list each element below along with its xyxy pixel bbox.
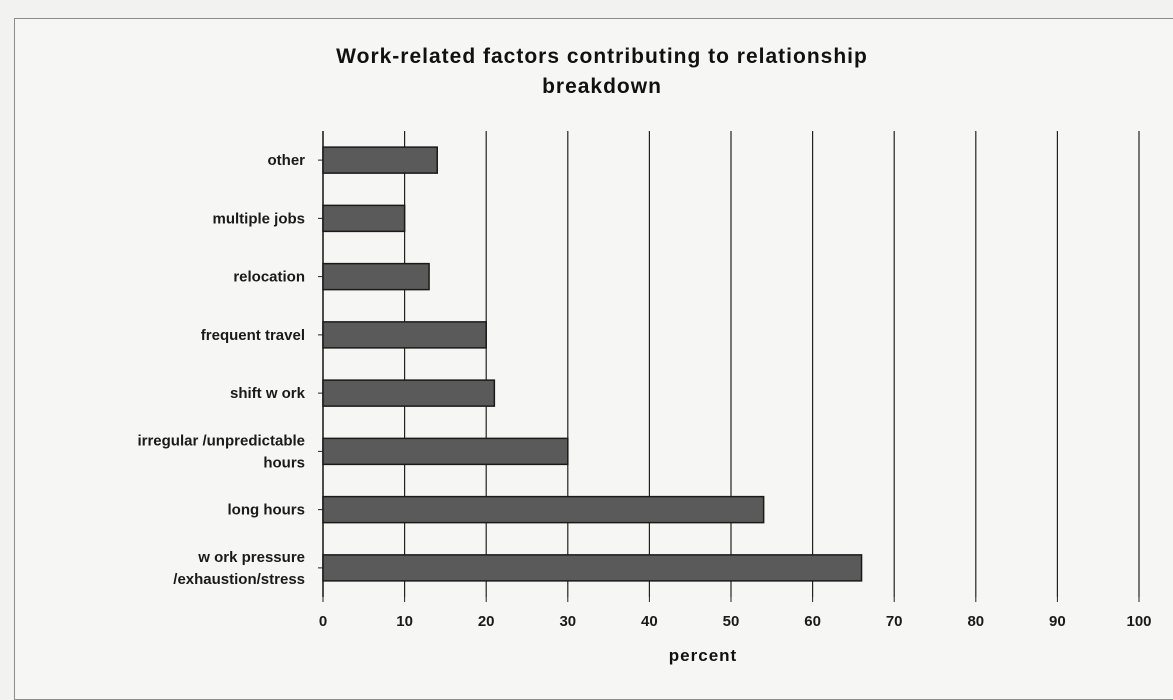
chart-title-line: Work-related factors contributing to rel… — [336, 45, 868, 68]
bar — [322, 204, 406, 233]
bar — [322, 321, 487, 349]
chart-title: Work-related factors contributing to rel… — [336, 45, 868, 98]
category-label: relocation — [233, 269, 305, 286]
category-labels: other multiple jobs relocation frequent tra… — [137, 152, 305, 588]
bar-chart: Work-related factors contributing to rel… — [137, 45, 1152, 665]
bar — [322, 437, 569, 466]
bar — [322, 379, 496, 407]
x-tick-label: 50 — [723, 613, 740, 630]
category-label: other — [268, 152, 306, 169]
x-tick-label: 80 — [967, 613, 984, 630]
bar — [322, 554, 863, 582]
x-tick-label: 40 — [641, 613, 658, 630]
x-tick-label: 10 — [396, 613, 413, 630]
x-tick-label: 90 — [1049, 613, 1066, 630]
category-label: shift w ork — [230, 385, 306, 402]
bar — [322, 146, 438, 174]
x-tick-labels: 0 10 20 30 40 50 60 70 80 90 100 — [319, 613, 1152, 630]
category-label: hours — [263, 454, 305, 471]
category-label: irregular /unpredictable — [137, 432, 305, 449]
x-tick-label: 70 — [886, 613, 903, 630]
chart-frame: Work-related factors contributing to rel… — [14, 18, 1173, 700]
x-tick-label: 100 — [1126, 613, 1151, 630]
bars — [322, 146, 863, 582]
x-tick-label: 0 — [319, 613, 327, 630]
chart-title-line: breakdown — [542, 75, 662, 98]
category-label: /exhaustion/stress — [173, 571, 305, 588]
category-label: frequent travel — [201, 327, 305, 344]
x-axis-title: percent — [669, 646, 737, 665]
x-tick-label: 20 — [478, 613, 495, 630]
bar — [322, 495, 765, 524]
x-tick-label: 30 — [559, 613, 576, 630]
category-label: multiple jobs — [212, 210, 305, 227]
category-label: long hours — [228, 502, 306, 519]
category-label: w ork pressure — [197, 549, 305, 566]
bar — [322, 262, 430, 291]
x-tick-label: 60 — [804, 613, 821, 630]
gridlines — [318, 131, 1140, 602]
